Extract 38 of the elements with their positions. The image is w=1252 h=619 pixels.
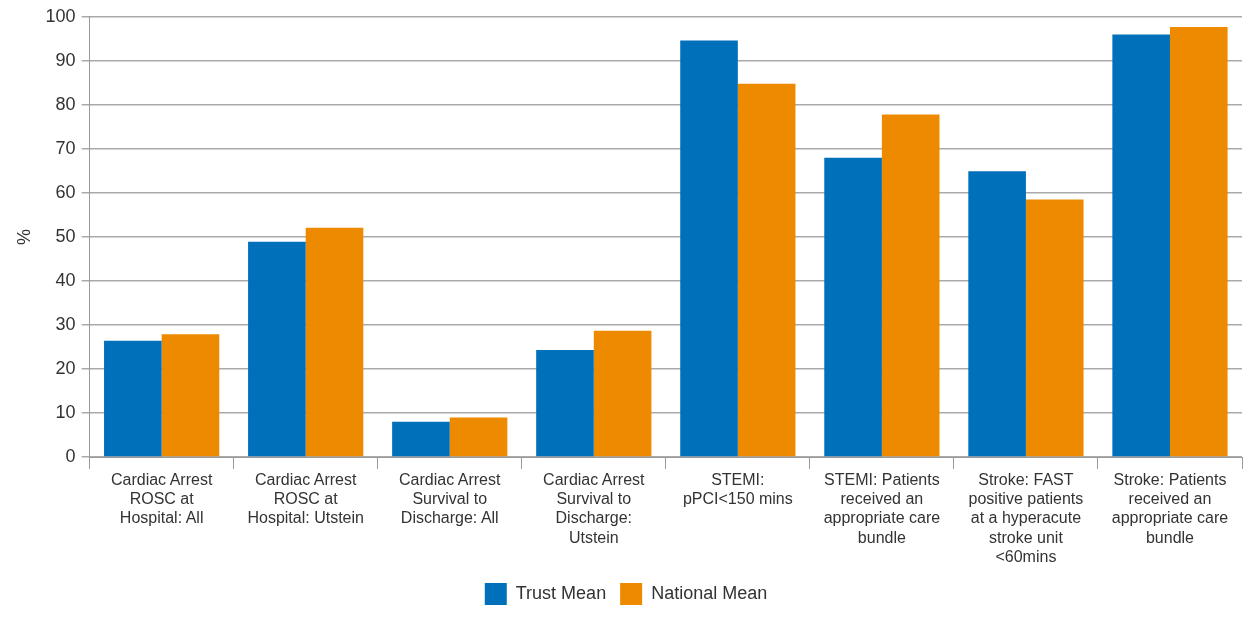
bar	[392, 421, 450, 457]
x-tick-label: Stroke: Patients received an appropriate care bundle	[1111, 471, 1229, 546]
y-tick-label: 0	[65, 445, 76, 466]
x-tick-label: Cardiac Arrest ROSC at Hospital: All	[110, 471, 213, 527]
x-tick-label: STEMI: Patients received an appropriate care bundle	[823, 471, 941, 546]
x-tick-label: Stroke: FAST positive patients at a hyperacute stroke unit <60mins	[968, 471, 1084, 565]
y-tick-label: 100	[45, 5, 76, 26]
y-tick-label: 10	[55, 401, 76, 422]
bar	[593, 330, 652, 457]
bar	[305, 227, 364, 457]
y-tick-label: 50	[55, 225, 76, 246]
bar	[881, 114, 940, 457]
bar	[737, 83, 796, 457]
y-tick-label: 60	[55, 181, 76, 202]
legend-label: National Mean	[651, 582, 768, 603]
bar	[449, 417, 508, 457]
bar	[824, 157, 882, 457]
bar	[248, 241, 306, 457]
y-tick-label: 80	[55, 93, 76, 114]
y-tick-label: 40	[55, 269, 76, 290]
bar	[536, 350, 594, 457]
x-tick-label: Cardiac Arrest Survival to Discharge: Utstein	[543, 471, 646, 546]
x-tick-label: STEMI: pPCI<150 mins	[682, 471, 793, 508]
bar	[1112, 34, 1170, 457]
y-tick-label: 70	[55, 137, 76, 158]
legend-label: Trust Mean	[515, 582, 607, 603]
y-tick-label: 90	[55, 49, 76, 70]
x-tick-label: Cardiac Arrest Survival to Discharge: All	[399, 471, 501, 527]
y-tick-label: 20	[55, 357, 76, 378]
bar	[968, 171, 1026, 457]
bar	[1025, 199, 1084, 457]
bar	[104, 340, 162, 457]
y-axis-title: %	[13, 228, 34, 245]
x-tick-label: Cardiac Arrest ROSC at Hospital: Utstein	[247, 471, 364, 527]
y-tick-label: 30	[55, 313, 76, 334]
bar	[1169, 26, 1228, 457]
bar	[680, 40, 738, 457]
bar	[161, 334, 220, 457]
